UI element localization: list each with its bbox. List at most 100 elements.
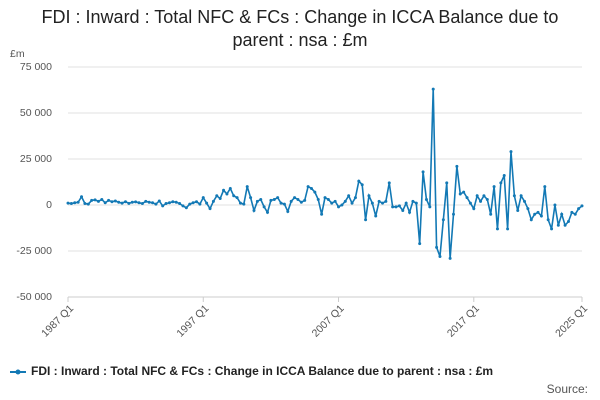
point [475,194,479,198]
point [313,190,317,194]
point [533,212,537,216]
point [181,204,185,208]
point [171,200,175,204]
point [154,202,158,206]
point [394,205,398,209]
y-axis-label: £m [10,48,25,60]
point [140,202,144,206]
point [468,201,472,205]
point [178,202,182,206]
point [560,212,564,216]
point [137,201,141,205]
point [242,202,246,206]
point [380,201,384,205]
point [343,199,347,203]
point [543,185,547,189]
point [93,198,97,202]
point [435,245,439,249]
point [299,200,303,204]
point [245,185,249,189]
y-tick-label: 0 [46,199,52,211]
point [262,205,266,209]
point [384,199,388,203]
point [495,227,499,231]
point [76,200,80,204]
point [357,179,361,183]
point [211,199,215,203]
point [222,188,226,192]
point [550,227,554,231]
point [465,196,469,200]
y-tick-label: -50 000 [16,291,52,303]
point [117,200,121,204]
point [441,218,445,222]
point [387,181,391,185]
point [188,202,192,206]
point [421,170,425,174]
point [523,199,527,203]
point [482,194,486,198]
point [103,201,107,205]
point [134,200,138,204]
point [113,199,117,203]
point [418,242,422,246]
point [269,198,273,202]
point [286,209,290,213]
point [272,197,276,201]
point [455,164,459,168]
point [367,194,371,198]
point [428,205,432,209]
point [563,223,567,227]
point [364,218,368,222]
point [438,255,442,259]
point [225,192,229,196]
point [573,212,577,216]
point [249,196,253,200]
point [512,194,516,198]
point [458,192,462,196]
point [164,202,168,206]
point [130,200,134,204]
point [201,196,205,200]
point [360,183,364,187]
point [340,203,344,207]
point [69,202,73,206]
point [293,196,297,200]
point [289,199,293,203]
point [370,201,374,205]
point [485,197,489,201]
x-tick-label: 1987 Q1 [39,302,76,339]
point [259,197,263,201]
x-tick-label: 1997 Q1 [174,302,211,339]
point [424,197,428,201]
point [279,201,283,205]
legend-dot [15,369,21,375]
point [144,199,148,203]
point [86,202,90,206]
point [509,150,513,154]
point [107,198,111,202]
point [235,196,239,200]
point [326,197,330,201]
point [282,202,286,206]
point [73,201,77,205]
point [252,209,256,213]
point [296,197,300,201]
point [127,201,131,205]
point [123,200,127,204]
point [391,205,395,209]
point [316,197,320,201]
point [553,203,557,207]
point [238,201,242,205]
point [347,194,351,198]
point [161,204,165,208]
y-tick-label: -25 000 [16,245,52,257]
point [337,205,341,209]
point [120,201,124,205]
point [276,196,280,200]
point [445,181,449,185]
point [80,195,84,199]
point [266,210,270,214]
